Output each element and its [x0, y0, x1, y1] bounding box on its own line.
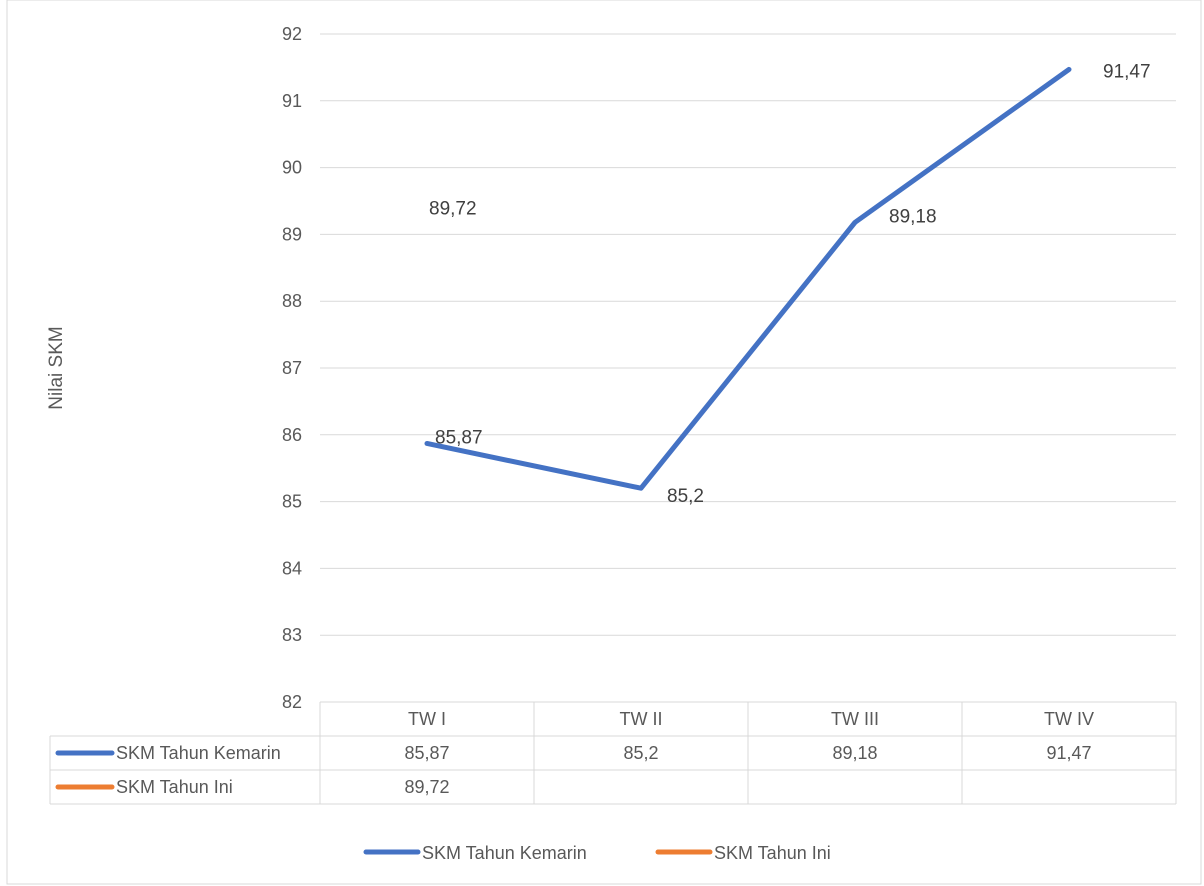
table-cell-value: 89,18 — [832, 743, 877, 763]
y-tick-label: 82 — [282, 692, 302, 712]
series-lines — [424, 66, 1072, 491]
y-tick-label: 89 — [282, 224, 302, 244]
legend-label: SKM Tahun Kemarin — [422, 843, 587, 863]
y-axis-label: Nilai SKM — [46, 326, 67, 409]
data-table: TW I TW II TW III TW IV SKM Tahun Kemarin 85,… — [49, 701, 1177, 805]
data-label: 85,87 — [435, 427, 483, 448]
y-tick-label: 92 — [282, 24, 302, 44]
y-tick-label: 90 — [282, 158, 302, 178]
table-cell-value: 89,72 — [404, 777, 449, 797]
table-cell-value: 91,47 — [1046, 743, 1091, 763]
table-cell-value: 85,2 — [623, 743, 658, 763]
legend-label: SKM Tahun Ini — [714, 843, 831, 863]
y-tick-label: 86 — [282, 425, 302, 445]
x-category-label: TW II — [620, 709, 663, 729]
data-label: 85,2 — [667, 486, 704, 507]
y-tick-label: 85 — [282, 492, 302, 512]
x-category-label: TW IV — [1044, 709, 1094, 729]
x-category-label: TW III — [831, 709, 879, 729]
data-label: 91,47 — [1103, 61, 1151, 82]
chart-border — [6, 0, 1202, 885]
table-cell-value: 85,87 — [404, 743, 449, 763]
legend: SKM Tahun Kemarin SKM Tahun Ini — [363, 843, 831, 863]
y-tick-label: 84 — [282, 558, 302, 578]
gridlines — [320, 33, 1176, 636]
table-series-name: SKM Tahun Ini — [116, 777, 233, 797]
y-tick-label: 91 — [282, 91, 302, 111]
x-category-label: TW I — [408, 709, 446, 729]
data-label: 89,18 — [889, 206, 937, 227]
y-axis-ticks: 82 83 84 85 86 87 88 89 90 91 92 — [282, 24, 302, 712]
y-tick-label: 88 — [282, 291, 302, 311]
table-series-name: SKM Tahun Kemarin — [116, 743, 281, 763]
data-label: 89,72 — [429, 198, 477, 219]
data-labels: 85,87 85,2 89,18 91,47 89,72 — [429, 61, 1151, 507]
series-line — [424, 66, 1072, 491]
y-tick-label: 83 — [282, 625, 302, 645]
y-tick-label: 87 — [282, 358, 302, 378]
